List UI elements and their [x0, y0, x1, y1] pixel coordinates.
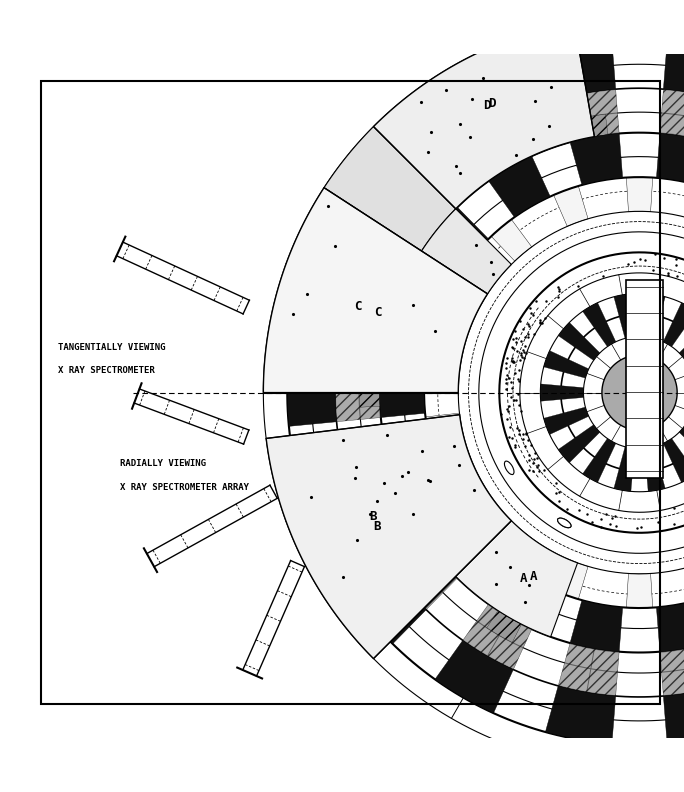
Polygon shape [545, 41, 616, 99]
Polygon shape [416, 549, 449, 584]
Polygon shape [570, 134, 622, 185]
Polygon shape [663, 41, 684, 99]
Polygon shape [657, 600, 684, 652]
Polygon shape [463, 116, 531, 181]
Text: C: C [354, 300, 362, 313]
Polygon shape [491, 219, 531, 261]
Polygon shape [487, 611, 521, 642]
Polygon shape [456, 521, 577, 637]
Polygon shape [553, 186, 588, 227]
Polygon shape [425, 342, 463, 372]
Polygon shape [388, 280, 445, 339]
Polygon shape [540, 384, 583, 402]
Polygon shape [266, 415, 512, 659]
Polygon shape [558, 643, 619, 696]
Text: A: A [530, 569, 537, 583]
Text: B: B [373, 520, 381, 532]
Ellipse shape [504, 461, 514, 474]
Polygon shape [425, 413, 463, 443]
Polygon shape [298, 469, 365, 544]
Polygon shape [447, 274, 488, 312]
Polygon shape [324, 127, 456, 251]
Text: D: D [484, 99, 490, 112]
Polygon shape [545, 686, 616, 744]
Polygon shape [614, 447, 635, 491]
Polygon shape [644, 447, 666, 491]
Polygon shape [425, 515, 488, 578]
Polygon shape [663, 303, 684, 347]
Polygon shape [263, 188, 488, 393]
Polygon shape [463, 604, 531, 669]
Polygon shape [425, 208, 488, 271]
Polygon shape [389, 176, 458, 246]
Polygon shape [663, 686, 684, 744]
Polygon shape [602, 355, 677, 430]
Text: TANGENTIALLY VIEWING: TANGENTIALLY VIEWING [58, 342, 166, 352]
Polygon shape [544, 351, 589, 378]
Polygon shape [491, 524, 531, 565]
Bar [626, 280, 663, 478]
Ellipse shape [557, 518, 571, 527]
Polygon shape [627, 573, 653, 608]
Text: RADIALLY VIEWING: RADIALLY VIEWING [120, 459, 206, 468]
Polygon shape [345, 458, 405, 524]
Polygon shape [488, 156, 550, 217]
Text: X RAY SPECTROMETER ARRAY: X RAY SPECTROMETER ARRAY [120, 483, 249, 492]
Polygon shape [435, 72, 513, 145]
Polygon shape [583, 439, 616, 482]
Polygon shape [416, 201, 449, 236]
Polygon shape [657, 134, 684, 185]
Polygon shape [388, 447, 445, 505]
Polygon shape [679, 425, 684, 463]
Text: A: A [520, 572, 527, 584]
Polygon shape [447, 474, 488, 512]
Polygon shape [679, 322, 684, 360]
Polygon shape [359, 378, 380, 407]
Polygon shape [627, 177, 653, 211]
Polygon shape [660, 89, 684, 142]
Text: C: C [374, 306, 382, 319]
Polygon shape [583, 303, 616, 347]
Polygon shape [488, 568, 550, 629]
Polygon shape [298, 241, 365, 316]
Polygon shape [350, 565, 426, 644]
Polygon shape [544, 407, 589, 435]
Polygon shape [660, 643, 684, 696]
Polygon shape [614, 294, 635, 338]
Polygon shape [558, 322, 600, 360]
Polygon shape [371, 469, 400, 502]
Polygon shape [487, 143, 521, 174]
Polygon shape [371, 283, 400, 317]
Polygon shape [287, 359, 337, 426]
Polygon shape [389, 540, 458, 610]
Polygon shape [558, 89, 619, 142]
Polygon shape [435, 641, 513, 713]
Polygon shape [421, 209, 512, 294]
Ellipse shape [557, 518, 571, 527]
Text: B: B [369, 510, 377, 524]
Polygon shape [350, 141, 426, 220]
Polygon shape [380, 367, 425, 417]
Polygon shape [644, 294, 666, 338]
Polygon shape [553, 559, 588, 600]
Text: D: D [488, 97, 496, 109]
Polygon shape [558, 425, 600, 463]
Text: X RAY SPECTROMETER: X RAY SPECTROMETER [58, 367, 155, 375]
Polygon shape [577, 114, 608, 139]
Polygon shape [373, 22, 594, 209]
Polygon shape [345, 261, 405, 328]
Polygon shape [335, 364, 381, 422]
Polygon shape [570, 600, 622, 652]
Polygon shape [663, 439, 684, 482]
